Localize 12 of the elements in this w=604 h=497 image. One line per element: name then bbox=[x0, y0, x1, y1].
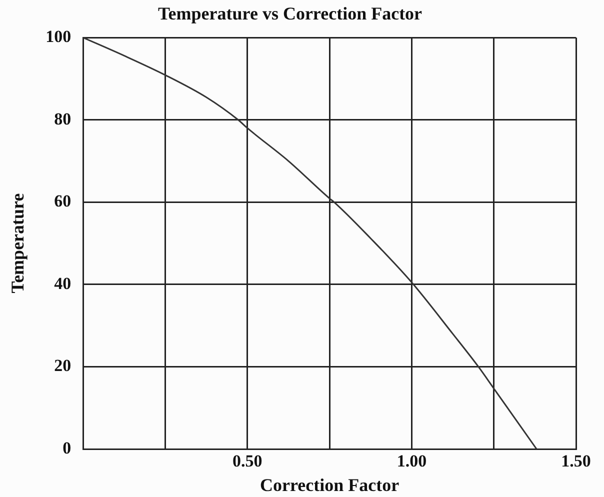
x-tick-label: 1.50 bbox=[561, 452, 591, 471]
y-tick-label: 20 bbox=[54, 356, 72, 376]
y-tick-label: 60 bbox=[54, 192, 72, 211]
chart-title: Temperature vs Correction Factor bbox=[158, 3, 422, 24]
y-tick-label: 40 bbox=[54, 274, 72, 293]
x-tick-label: 0.50 bbox=[232, 452, 262, 471]
y-axis-title: Temperature bbox=[7, 193, 28, 294]
x-axis-title: Correction Factor bbox=[260, 474, 400, 495]
x-tick-label: 1.00 bbox=[396, 452, 427, 471]
y-tick-label: 0 bbox=[62, 438, 72, 458]
y-tick-label: 80 bbox=[54, 109, 72, 128]
y-tick-label: 100 bbox=[46, 26, 72, 46]
